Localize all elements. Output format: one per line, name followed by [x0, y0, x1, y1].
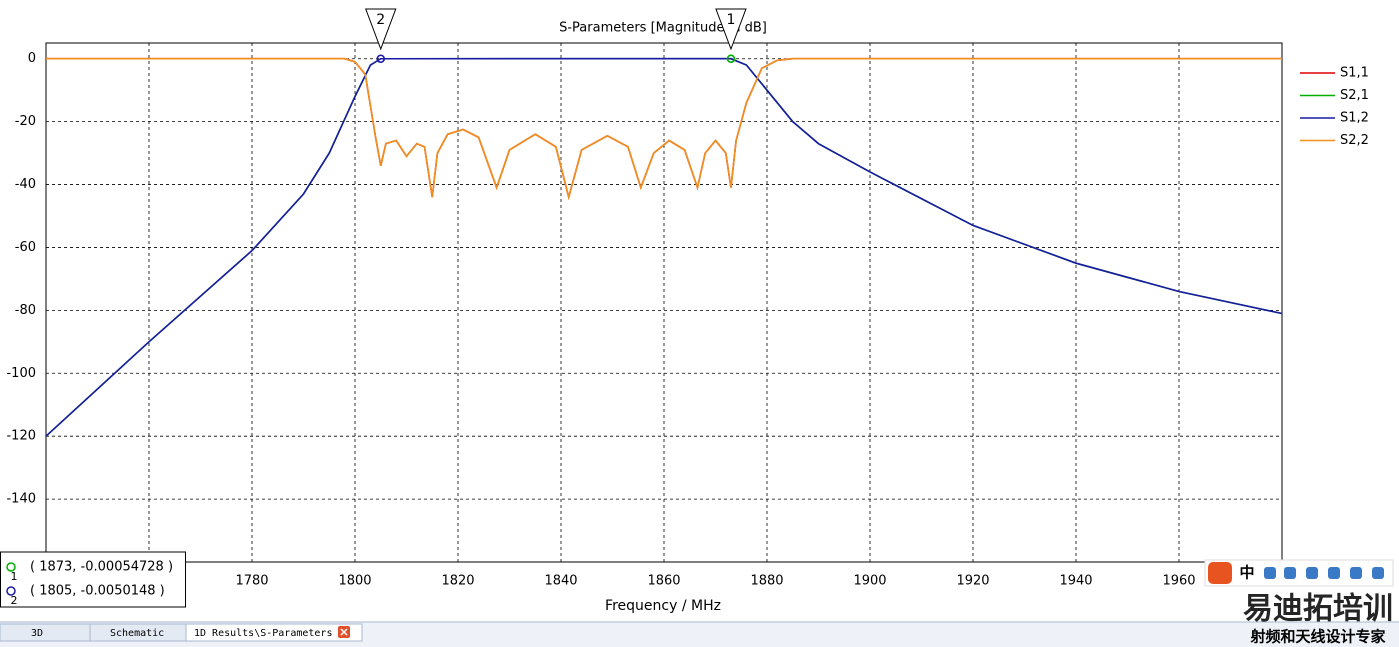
x-tick-label: 1860	[647, 574, 680, 589]
tab-close-x	[340, 628, 348, 636]
marker-point	[376, 54, 386, 64]
series-line	[46, 57, 1282, 437]
ime-icon[interactable]	[1350, 567, 1362, 579]
y-tick-label: -80	[15, 303, 36, 318]
tab-label[interactable]: 3D	[31, 628, 43, 639]
tab-label[interactable]: Schematic	[110, 628, 164, 639]
x-axis-label: Frequency / MHz	[605, 598, 721, 614]
y-tick-label: -40	[15, 177, 36, 192]
x-tick-label: 1920	[956, 574, 989, 589]
marker-readout: ( 1805, -0.0050148 )	[30, 584, 165, 599]
series-line	[46, 57, 1282, 201]
legend-label: S2,1	[1340, 88, 1369, 103]
y-tick-label: -120	[6, 429, 36, 444]
chart-title: S-Parameters [Magnitude in dB]	[559, 21, 767, 36]
ime-logo	[1208, 562, 1232, 584]
x-tick-label: 1880	[750, 574, 783, 589]
legend-label: S2,2	[1340, 133, 1369, 148]
ime-icon[interactable]	[1306, 567, 1318, 579]
x-tick-label: 1960	[1162, 574, 1195, 589]
ime-icon[interactable]	[1328, 567, 1340, 579]
y-tick-label: -100	[6, 366, 36, 381]
ime-icon[interactable]	[1372, 567, 1384, 579]
y-tick-label: -140	[6, 492, 36, 507]
x-tick-label: 1780	[235, 574, 268, 589]
watermark-title: 易迪拓培训	[1243, 592, 1393, 627]
y-tick-label: 0	[28, 51, 36, 66]
marker-icon-label: 2	[11, 594, 18, 607]
plot-frame	[45, 42, 1283, 563]
ime-label: 中	[1239, 564, 1254, 582]
y-tick-label: -20	[15, 114, 36, 129]
tab[interactable]	[185, 623, 363, 642]
x-tick-label: 1800	[338, 574, 371, 589]
marker-label: 2	[376, 12, 385, 28]
legend-label: S1,2	[1340, 111, 1369, 126]
y-tick-label: -60	[15, 240, 36, 255]
marker-flag	[715, 8, 747, 51]
marker-box	[0, 551, 186, 608]
x-tick-label: 1900	[853, 574, 886, 589]
tab[interactable]	[0, 623, 91, 642]
marker-icon-label: 1	[11, 570, 18, 583]
watermark-subtitle: 射频和天线设计专家	[1249, 628, 1385, 646]
marker-label: 1	[726, 12, 735, 28]
ime-icon[interactable]	[1284, 567, 1296, 579]
marker-readout: ( 1873, -0.00054728 )	[30, 560, 173, 575]
ime-bar	[1204, 559, 1394, 587]
marker-flag	[365, 8, 397, 51]
legend-label: S1,1	[1340, 66, 1369, 81]
tab-label[interactable]: 1D Results\S-Parameters	[194, 628, 332, 639]
marker-icon	[6, 562, 16, 572]
x-tick-label: 1820	[441, 574, 474, 589]
marker-icon	[6, 586, 16, 596]
ime-icon[interactable]	[1264, 567, 1276, 579]
x-tick-label: 1940	[1059, 574, 1092, 589]
marker-point	[726, 54, 736, 64]
x-tick-label: 1840	[544, 574, 577, 589]
